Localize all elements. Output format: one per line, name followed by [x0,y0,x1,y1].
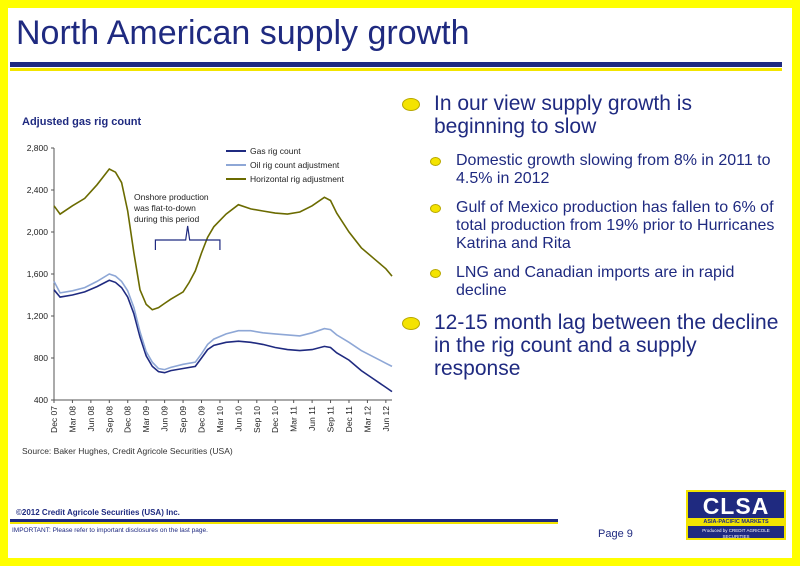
y-tick-label: 2,000 [27,227,49,237]
logo-produced-by: Produced by CREDIT AGRICOLE SECURITIES [702,528,770,539]
series-line-3 [53,167,393,311]
x-tick-label: Sep 09 [178,406,188,433]
annotation-brace [154,225,221,250]
y-tick-label: 400 [34,395,48,405]
sub-bullet: LNG and Canadian imports are in rapid de… [396,264,786,300]
bullet-text: Gulf of Mexico production has fallen to … [456,199,775,252]
x-tick-label: Dec 10 [270,406,280,433]
x-tick-label: Sep 08 [104,406,114,433]
x-tick-label: Mar 11 [289,406,299,432]
legend-label: Horizontal rig adjustment [250,174,345,184]
bullet-text: LNG and Canadian imports are in rapid de… [456,264,735,299]
legend-label: Oil rig count adjustment [250,160,340,170]
bullet-dot-icon [402,317,420,330]
x-tick-label: Mar 08 [67,406,77,433]
footer-divider [10,519,558,522]
footer-divider-accent [10,522,558,524]
logo-wordmark: CLSA [702,493,770,519]
x-tick-label: Jun 08 [86,406,96,432]
footer-copyright: ©2012 Credit Agricole Securities (USA) I… [16,508,180,517]
sub-bullet: Gulf of Mexico production has fallen to … [396,199,786,253]
annotation-text: during this period [134,214,199,224]
annotation-text: Onshore production [134,192,209,202]
y-tick-label: 1,200 [27,311,49,321]
bullet-dot-icon [430,157,441,166]
series-line-2 [53,273,393,371]
y-tick-label: 800 [34,353,48,363]
chart-source: Source: Baker Hughes, Credit Agricole Se… [22,446,233,456]
bullet-dot-icon [402,98,420,111]
x-tick-label: Dec 09 [196,406,206,433]
x-tick-label: Dec 11 [344,406,354,433]
x-tick-label: Dec 08 [123,406,133,433]
title-divider [10,62,782,67]
x-tick-label: Jun 10 [233,406,243,432]
clsa-logo: CLSA ASIA-PACIFIC MARKETS Produced by CR… [686,490,786,540]
y-tick-label: 2,800 [27,143,49,153]
page-title: North American supply growth [16,14,470,52]
y-tick-label: 2,400 [27,185,49,195]
bullet-dot-icon [430,204,441,213]
series-line-1 [53,279,393,393]
logo-tagline: ASIA-PACIFIC MARKETS [688,518,784,526]
chart-title: Adjusted gas rig count [22,116,142,128]
annotation-text: was flat-to-down [133,203,196,213]
x-tick-label: Jun 12 [381,406,391,432]
x-tick-label: Sep 10 [252,406,262,433]
main-bullet: 12-15 month lag between the decline in t… [396,311,786,380]
main-bullet: In our view supply growth is beginning t… [396,92,786,138]
sub-bullet: Domestic growth slowing from 8% in 2011 … [396,152,786,188]
page-number: Page 9 [598,528,633,540]
footer-disclosure-note: IMPORTANT: Please refer to important dis… [12,527,208,534]
bullet-list: In our view supply growth is beginning t… [396,92,786,394]
bullet-text: In our view supply growth is beginning t… [434,92,692,138]
x-tick-label: Jun 11 [307,406,317,431]
x-tick-label: Mar 12 [362,406,372,433]
bullet-text: 12-15 month lag between the decline in t… [434,311,779,380]
x-tick-label: Jun 09 [160,406,170,432]
x-tick-label: Mar 09 [141,406,151,433]
x-tick-label: Sep 11 [326,406,336,433]
y-tick-label: 1,600 [27,269,49,279]
x-tick-label: Mar 10 [215,406,225,433]
bullet-dot-icon [430,269,441,278]
x-tick-label: Dec 07 [49,406,59,433]
title-divider-accent [10,68,782,71]
legend-label: Gas rig count [250,146,301,156]
bullet-text: Domestic growth slowing from 8% in 2011 … [456,152,771,187]
